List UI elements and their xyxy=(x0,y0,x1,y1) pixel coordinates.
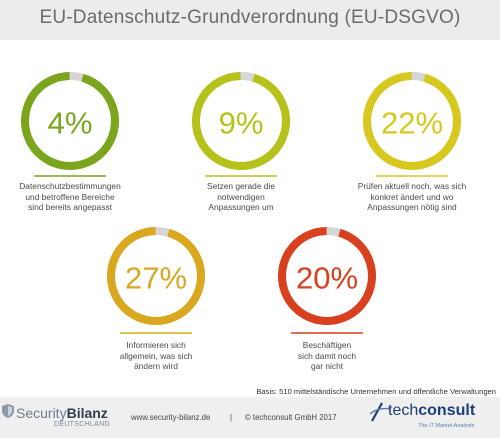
brand-right-part1: tech xyxy=(388,402,419,419)
footer-bar xyxy=(0,397,500,438)
caption-line: Setzen gerade die xyxy=(207,181,275,191)
donut-arc xyxy=(278,227,376,325)
caption-line: Anpassungen um xyxy=(208,202,274,212)
donut-4: 27% xyxy=(107,227,205,334)
caption-line: Informieren sich xyxy=(126,340,186,350)
footer-copyright: © techconsult GmbH 2017 xyxy=(245,413,337,422)
donut-value-label: 4% xyxy=(48,106,93,141)
caption-line: ändern wird xyxy=(134,361,178,371)
brand-left-part2: Bilanz xyxy=(66,405,108,421)
donut-caption: Setzen gerade die notwendigen Anpassungen … xyxy=(186,181,296,213)
donut-1: 4% xyxy=(21,72,119,177)
donut-arc xyxy=(107,227,205,325)
footer-separator: | xyxy=(230,413,233,422)
donut-value-label: 20% xyxy=(296,261,358,296)
donut-value-label: 22% xyxy=(381,106,443,141)
caption-line: Prüfen aktuell noch, was sich xyxy=(357,181,467,191)
brand-right-sub: The IT Market Analysts xyxy=(418,423,475,429)
brand-right-part2: consult xyxy=(418,402,476,419)
donut-2: 9% xyxy=(192,72,290,177)
footer-url-link[interactable]: www.security-bilanz.de xyxy=(131,413,211,422)
basis-note: Basis: 510 mittelständische Unternehmen … xyxy=(256,387,496,396)
caption-line: Anpassungen nötig sind xyxy=(367,202,457,212)
caption-line: Datenschutzbestimmungen xyxy=(19,181,121,191)
caption-line: sich damit noch xyxy=(297,350,357,361)
donut-value-label: 9% xyxy=(219,106,264,141)
donut-arc xyxy=(192,72,290,170)
brand-left-part1: Security xyxy=(16,405,67,421)
caption-line: sind bereits angepasst xyxy=(28,202,112,212)
caption-line: konkret ändert und wo xyxy=(370,191,454,202)
caption-line: gar nicht xyxy=(310,361,344,371)
caption-line: notwendigen xyxy=(217,191,265,202)
donut-value-label: 27% xyxy=(125,261,187,296)
donut-caption: Beschäftigen sich damit noch gar nicht xyxy=(272,340,382,372)
caption-line: und betroffene Bereiche xyxy=(25,191,115,202)
caption-line: allgemein, was sich xyxy=(119,350,193,361)
donut-3: 22% xyxy=(363,72,461,177)
donut-arc xyxy=(21,72,119,170)
header-bar xyxy=(0,0,500,40)
donut-caption: Datenschutzbestimmungen und betroffene Be… xyxy=(15,181,125,213)
techconsult-swoosh-icon xyxy=(370,402,392,422)
techconsult-logo[interactable]: techconsult xyxy=(368,402,475,420)
donut-caption: Informieren sich allgemein, was sich änder… xyxy=(101,340,211,372)
donut-arc xyxy=(363,72,461,170)
donut-5: 20% xyxy=(278,227,376,334)
security-bilanz-logo[interactable]: SecurityBilanz xyxy=(6,405,108,421)
page-title: EU-Datenschutz-Grundverordnung (EU-DSGVO… xyxy=(39,7,461,28)
donut-caption: Prüfen aktuell noch, was sich konkret änd… xyxy=(347,181,477,213)
brand-left-sub: DEUTSCHLAND xyxy=(54,421,110,428)
shield-icon xyxy=(2,404,14,418)
caption-line: Beschäftigen xyxy=(302,340,352,350)
